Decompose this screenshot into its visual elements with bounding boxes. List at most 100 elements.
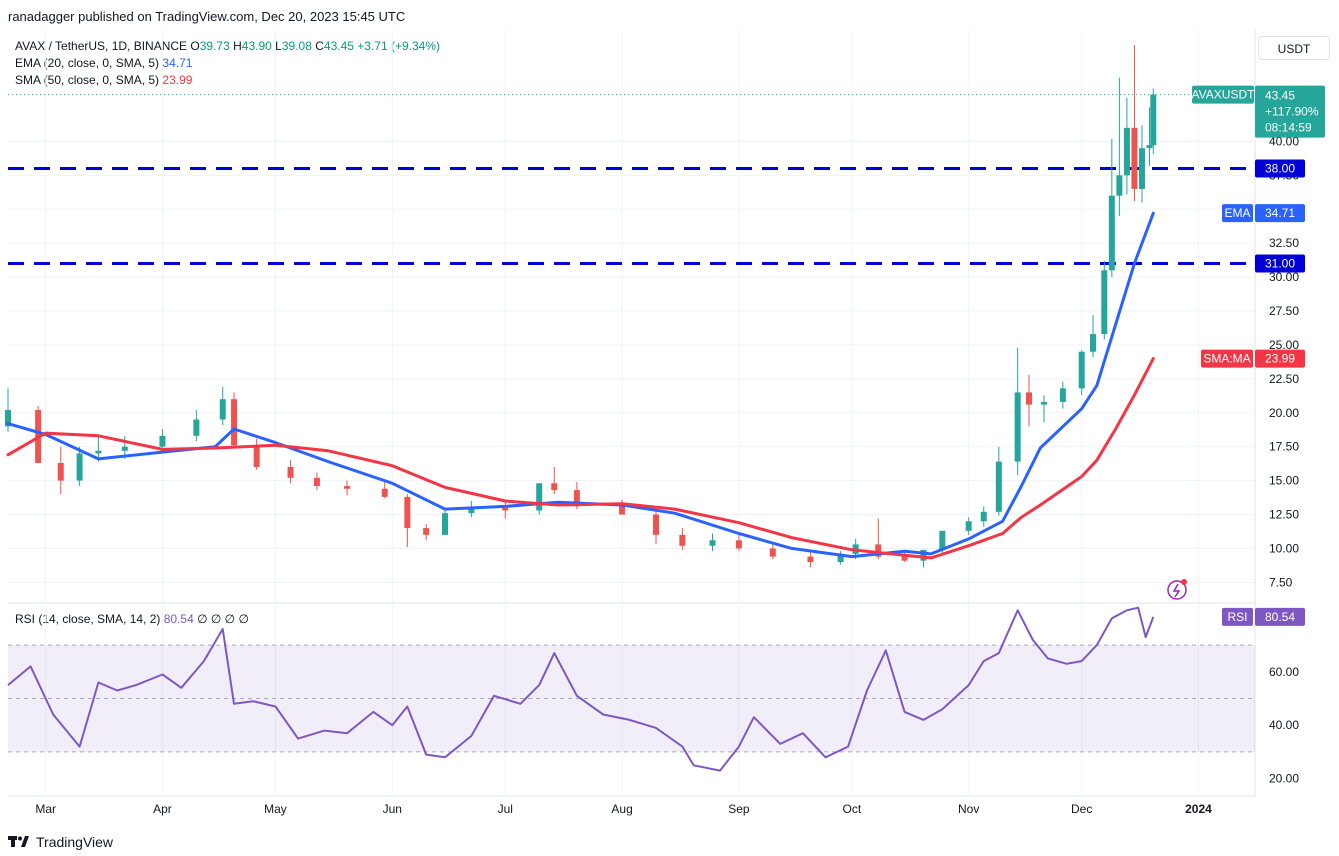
last-price-block: [1255, 85, 1325, 138]
rsi-line: [7, 606, 1155, 772]
level-38-value-bg: [1255, 159, 1305, 178]
rsi-legend-value: 80.54: [163, 612, 194, 626]
candle-body: [735, 540, 742, 549]
time-tick-label: Aug: [611, 802, 632, 816]
candle-body: [5, 410, 11, 427]
candle-body: [76, 453, 83, 481]
ema-line: [6, 211, 1155, 559]
time-tick-label: Oct: [843, 802, 862, 816]
time-tick-label: Apr: [153, 802, 172, 816]
price-tick-label: 22.50: [1269, 372, 1299, 386]
candle-body: [442, 513, 449, 535]
candle-body: [468, 507, 475, 514]
rsi-pill-value: 80.54: [1265, 610, 1295, 624]
ohlc-change: +3.71 (+9.34%): [357, 39, 441, 53]
price-tick-label: 17.50: [1269, 440, 1299, 454]
candle-body: [807, 556, 814, 563]
horizontal-levels: [8, 94, 1255, 266]
ema-legend-row[interactable]: EMA (20, close, 0, SMA, 5) 34.71: [15, 56, 192, 70]
sma-legend-row[interactable]: SMA (50, close, 0, SMA, 5) 23.99: [15, 73, 192, 87]
ohlc-low: 39.08: [281, 39, 312, 53]
rsi-pill-tag-bg: [1222, 607, 1253, 626]
candle-body: [536, 483, 543, 511]
candle-body: [769, 548, 776, 557]
rsi-legend-row[interactable]: RSI (14, close, SMA, 14, 2) 80.54 ∅ ∅ ∅ …: [15, 612, 249, 626]
candle-body: [1108, 195, 1115, 271]
currency-button[interactable]: USDT: [1258, 36, 1330, 60]
ohlc-low-label: L: [275, 39, 282, 53]
candle-body: [939, 530, 946, 550]
moving-averages: [6, 211, 1155, 560]
last-price: 43.45: [1265, 89, 1295, 103]
tradingview-footer[interactable]: TradingView: [8, 834, 113, 850]
ema-pill-value-bg: [1255, 204, 1305, 223]
sma-pill-tag-bg: [1201, 349, 1253, 368]
ema-pill-tag-bg: [1222, 204, 1253, 223]
candle-body: [1116, 175, 1123, 196]
candle-body: [1078, 351, 1085, 389]
chart-canvas[interactable]: 7.5010.0012.5015.0017.5020.0022.5025.002…: [0, 0, 1339, 830]
candle-body: [901, 556, 908, 561]
rsi-pill-tag: RSI: [1227, 610, 1247, 624]
last-price-pct: +117.90%: [1265, 105, 1319, 119]
candle-body: [573, 490, 580, 507]
ohlc-open: 39.73: [199, 39, 230, 53]
ohlc-open-label: O: [190, 39, 200, 53]
candle-body: [253, 445, 260, 468]
price-pills: AVAXUSDT 43.45 +117.90% 08:14:59 38.00 31.00 E…: [1167, 85, 1325, 626]
candle-body: [837, 553, 844, 563]
candle-body: [875, 544, 882, 557]
candle-body: [679, 534, 686, 546]
ohlc-high: 43.90: [241, 39, 272, 53]
candle-body: [619, 506, 626, 515]
time-tick-label: Mar: [35, 802, 56, 816]
candle-body: [121, 446, 128, 451]
candle-body: [159, 435, 166, 447]
rsi-band: [8, 644, 1255, 753]
time-tick-label: Jul: [498, 802, 513, 816]
candle-body: [1131, 127, 1138, 189]
candle-body: [502, 507, 509, 511]
price-tick-label: 32.50: [1269, 236, 1299, 250]
time-tick-label: Jun: [383, 802, 402, 816]
candle-body: [1041, 401, 1048, 405]
time-tick-label: Nov: [958, 802, 979, 816]
level-31-value: 31.00: [1265, 257, 1295, 271]
footer-brand: TradingView: [36, 834, 114, 850]
symbol-title[interactable]: AVAX / TetherUS, 1D, BINANCE: [15, 39, 188, 53]
candle-body: [57, 462, 64, 481]
rsi-tick-label: 40.00: [1269, 718, 1299, 732]
ohlc-close: 43.45: [323, 39, 354, 53]
candle-body: [95, 450, 102, 454]
sma-legend-label: SMA (50, close, 0, SMA, 5): [15, 73, 160, 87]
candle-body: [219, 399, 226, 420]
candle-body: [404, 496, 411, 529]
sma-pill-tag: SMA:MA: [1203, 352, 1250, 366]
candle-body: [287, 467, 294, 478]
time-tick-label: Sep: [728, 802, 750, 816]
published-caption: ranadagger published on TradingView.com,…: [8, 9, 406, 24]
symbol-tag: AVAXUSDT: [1192, 88, 1256, 102]
symbol-legend-row: AVAX / TetherUS, 1D, BINANCE O39.73 H43.…: [15, 39, 440, 53]
candle-body: [1138, 148, 1145, 189]
level-38-value: 38.00: [1265, 162, 1295, 176]
rsi-line-group: [7, 606, 1155, 772]
time-tick-label: May: [264, 802, 287, 816]
candle-body: [995, 461, 1002, 512]
time-tick-label: Dec: [1071, 802, 1092, 816]
candle-body: [381, 488, 388, 497]
ema-legend-value: 34.71: [162, 56, 193, 70]
ema-pill-tag: EMA: [1224, 206, 1250, 220]
candle-body: [920, 549, 927, 561]
price-tick-label: 15.00: [1269, 474, 1299, 488]
candle-body: [965, 521, 972, 531]
candle-body: [709, 540, 716, 546]
price-tick-label: 20.00: [1269, 406, 1299, 420]
ohlc-close-label: C: [315, 39, 324, 53]
candle-body: [1025, 392, 1032, 405]
rsi-legend-extras: ∅ ∅ ∅ ∅: [197, 612, 249, 626]
sma-line: [6, 357, 1155, 560]
alert-bolt-icon: [1167, 579, 1187, 600]
sma-pill-value-bg: [1255, 349, 1305, 368]
candle-body: [1014, 392, 1021, 462]
